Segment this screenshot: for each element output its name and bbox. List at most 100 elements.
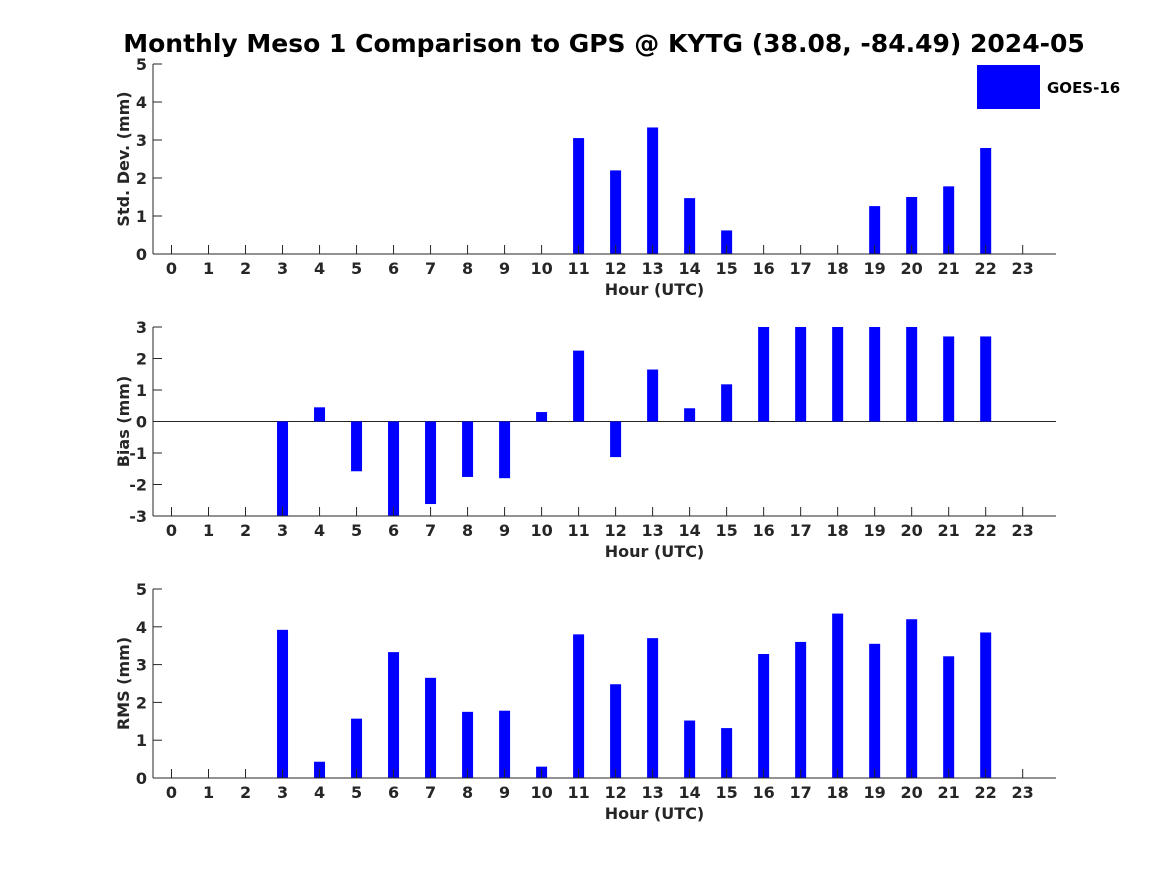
- bar-bias-hour-6: [388, 421, 400, 516]
- legend-label: GOES-16: [1047, 79, 1120, 97]
- x-tick-label: 12: [604, 783, 626, 802]
- x-tick-label: 18: [827, 521, 849, 540]
- bar-rms-hour-16: [758, 654, 770, 778]
- bar-std-dev-hour-20: [906, 197, 918, 254]
- bar-std-dev-hour-14: [684, 198, 696, 254]
- x-tick-label: 14: [678, 521, 700, 540]
- y-tick-label: 5: [136, 580, 147, 599]
- chart-title: Monthly Meso 1 Comparison to GPS @ KYTG …: [123, 29, 1085, 58]
- bar-bias-hour-14: [684, 408, 696, 422]
- x-tick-label: 8: [462, 521, 473, 540]
- x-tick-label: 16: [753, 783, 775, 802]
- bar-bias-hour-12: [610, 421, 622, 458]
- x-tick-label: 19: [864, 521, 886, 540]
- x-tick-label: 20: [901, 783, 923, 802]
- bar-rms-hour-18: [832, 613, 844, 778]
- legend: GOES-16: [977, 65, 1120, 109]
- x-tick-label: 22: [975, 259, 997, 278]
- x-tick-label: 3: [277, 521, 288, 540]
- y-tick-label: 5: [136, 55, 147, 74]
- x-tick-label: 14: [678, 259, 700, 278]
- y-tick-label: 0: [136, 245, 147, 264]
- y-tick-label: 3: [136, 131, 147, 150]
- bar-bias-hour-13: [647, 369, 659, 422]
- x-tick-label: 4: [314, 259, 325, 278]
- x-tick-label: 0: [166, 259, 177, 278]
- x-tick-label: 2: [240, 521, 251, 540]
- x-tick-label: 18: [827, 783, 849, 802]
- bar-rms-hour-7: [425, 677, 437, 778]
- y-tick-label: 2: [136, 169, 147, 188]
- bar-std-dev-hour-19: [869, 206, 881, 254]
- x-tick-label: 9: [499, 259, 510, 278]
- x-tick-label: 23: [1012, 521, 1034, 540]
- bar-bias-hour-20: [906, 327, 918, 422]
- bar-rms-hour-11: [573, 634, 585, 778]
- y-tick-label: 1: [136, 731, 147, 750]
- x-tick-label: 10: [530, 259, 552, 278]
- x-tick-label: 21: [938, 259, 960, 278]
- x-tick-label: 23: [1012, 259, 1034, 278]
- bar-bias-hour-17: [795, 327, 807, 422]
- bar-bias-hour-7: [425, 421, 437, 505]
- bar-rms-hour-14: [684, 720, 696, 778]
- bar-rms-hour-6: [388, 652, 400, 778]
- y-tick-label: 4: [136, 618, 147, 637]
- x-tick-label: 18: [827, 259, 849, 278]
- bar-std-dev-hour-15: [721, 230, 733, 254]
- x-tick-label: 0: [166, 783, 177, 802]
- bar-bias-hour-8: [462, 421, 474, 477]
- x-tick-label: 2: [240, 783, 251, 802]
- x-tick-label: 22: [975, 521, 997, 540]
- bar-rms-hour-20: [906, 619, 918, 778]
- x-tick-label: 1: [203, 521, 214, 540]
- x-tick-label: 3: [277, 783, 288, 802]
- x-tick-label: 12: [604, 521, 626, 540]
- bar-bias-hour-15: [721, 384, 733, 422]
- y-tick-label: 2: [136, 693, 147, 712]
- x-tick-label: 9: [499, 783, 510, 802]
- bar-rms-hour-22: [980, 632, 992, 778]
- bar-std-dev-hour-22: [980, 147, 992, 254]
- x-tick-label: 1: [203, 783, 214, 802]
- x-tick-label: 10: [530, 783, 552, 802]
- bar-std-dev-hour-21: [943, 186, 955, 254]
- y-axis-label: Std. Dev. (mm): [114, 91, 133, 226]
- x-tick-label: 0: [166, 521, 177, 540]
- x-tick-label: 9: [499, 521, 510, 540]
- x-tick-label: 10: [530, 521, 552, 540]
- panel-std-dev: 0 1 2 3 4 5 6 7 8 9 10 11 12 13 14 15 16 17 18 19 20 21 22 2301…: [114, 55, 1056, 299]
- x-tick-label: 7: [425, 259, 436, 278]
- y-tick-label: -1: [129, 444, 147, 463]
- bar-rms-hour-13: [647, 638, 659, 778]
- y-axis-label: RMS (mm): [114, 637, 133, 730]
- x-tick-label: 16: [753, 521, 775, 540]
- bar-rms-hour-9: [499, 710, 511, 778]
- x-tick-label: 22: [975, 783, 997, 802]
- x-tick-label: 20: [901, 521, 923, 540]
- y-tick-label: 1: [136, 207, 147, 226]
- x-tick-label: 13: [641, 259, 663, 278]
- x-tick-label: 17: [790, 521, 812, 540]
- bar-bias-hour-21: [943, 336, 955, 422]
- x-tick-label: 11: [567, 521, 589, 540]
- bar-bias-hour-18: [832, 327, 844, 422]
- x-tick-label: 7: [425, 783, 436, 802]
- bar-bias-hour-22: [980, 336, 992, 422]
- legend-swatch: [977, 65, 1040, 109]
- y-tick-label: 4: [136, 93, 147, 112]
- bar-bias-hour-9: [499, 421, 511, 479]
- y-tick-label: -2: [129, 476, 147, 495]
- x-tick-label: 17: [790, 783, 812, 802]
- bar-std-dev-hour-11: [573, 138, 585, 254]
- bar-bias-hour-16: [758, 327, 770, 422]
- bar-rms-hour-15: [721, 728, 733, 778]
- x-tick-label: 4: [314, 783, 325, 802]
- bar-bias-hour-19: [869, 327, 881, 422]
- bar-bias-hour-4: [314, 407, 326, 422]
- x-tick-label: 15: [715, 783, 737, 802]
- y-tick-label: 3: [136, 318, 147, 337]
- x-tick-label: 15: [715, 259, 737, 278]
- x-axis-label: Hour (UTC): [605, 280, 705, 299]
